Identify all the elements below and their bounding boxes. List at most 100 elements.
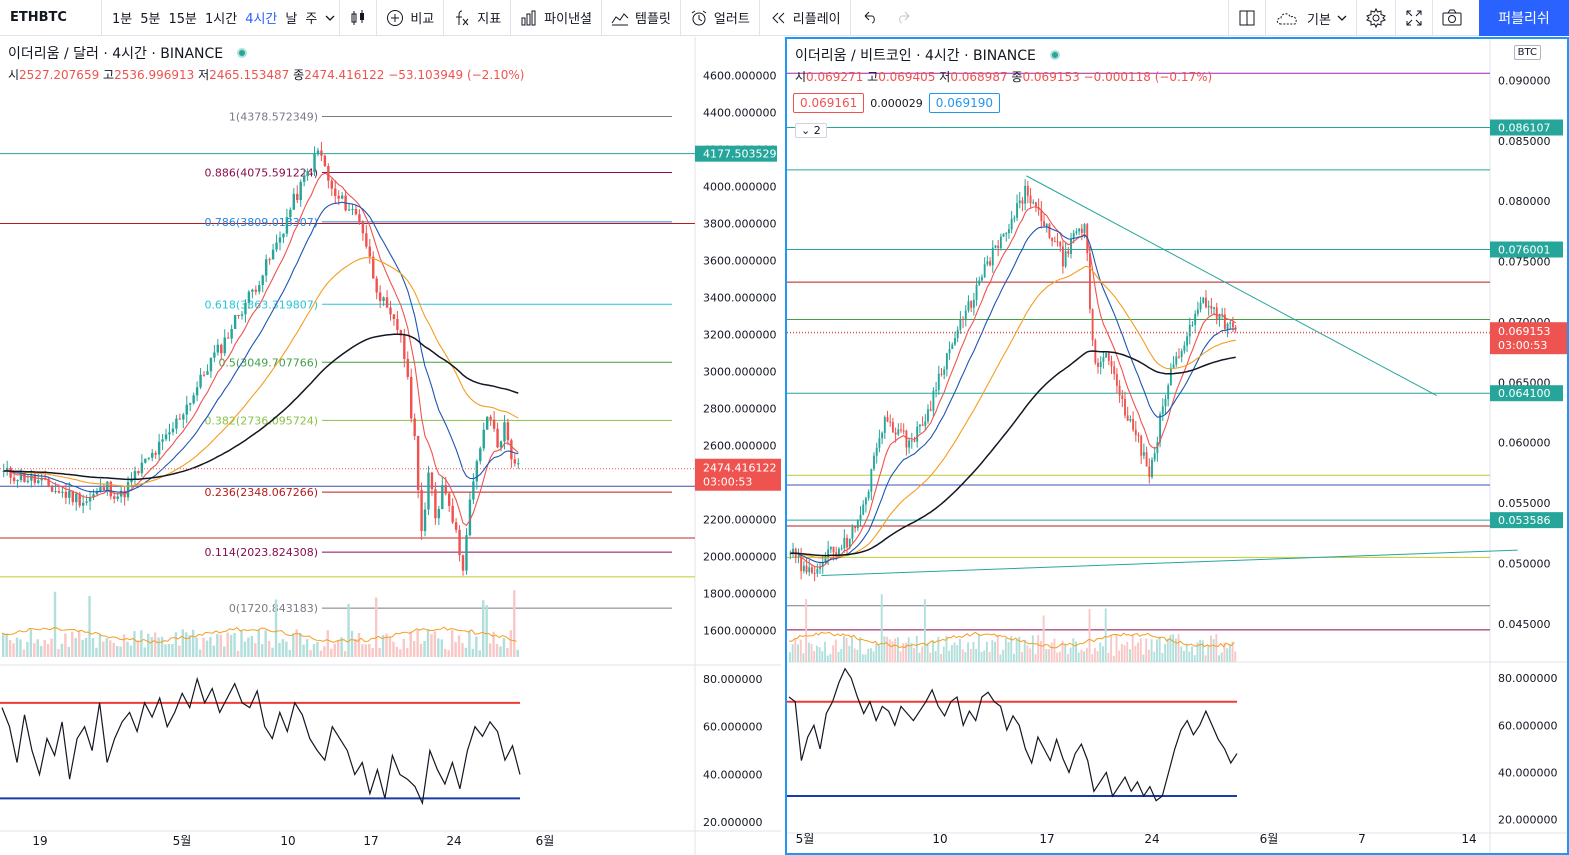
volume-bar: [478, 650, 481, 657]
interval-dropdown-icon[interactable]: [321, 0, 339, 36]
currency-badge[interactable]: BTC: [1513, 45, 1541, 60]
layout-button[interactable]: [1229, 0, 1265, 36]
interval-week[interactable]: 주: [305, 12, 318, 27]
volume-bar: [1137, 642, 1140, 662]
volume-bar: [257, 629, 260, 657]
level-price-label: 4177.503529: [703, 148, 776, 161]
rsi-tick-label: 60.000000: [703, 721, 763, 734]
fib-level-label: 0.236(2348.067266): [204, 486, 318, 499]
alert-button[interactable]: 얼러트: [681, 0, 759, 36]
volume-bar: [1002, 649, 1005, 662]
volume-bar: [975, 648, 978, 662]
indicators-button[interactable]: 지표: [444, 0, 510, 36]
volume-bar: [516, 649, 519, 657]
buy-button[interactable]: 0.069190: [928, 93, 1001, 113]
candle-body: [886, 417, 889, 422]
volume-bar: [167, 643, 171, 657]
candle-body: [289, 209, 292, 218]
candle-body: [1040, 209, 1043, 222]
candle-body: [513, 459, 517, 464]
candle-body: [1199, 302, 1202, 310]
candle-body: [389, 307, 392, 315]
rsi-tick-label: 80.000000: [1498, 672, 1558, 685]
candle-body: [1223, 314, 1226, 330]
volume-bar: [1134, 645, 1137, 662]
candle-body: [1053, 241, 1056, 243]
candle-body: [133, 471, 137, 480]
candle-body: [929, 409, 932, 411]
left-legend: 이더리움 / 달러 · 4시간 · BINANCE 시2527.207659 고…: [8, 43, 525, 83]
volume-bar: [1045, 648, 1048, 662]
candle-body: [168, 432, 171, 435]
volume-bar: [340, 637, 343, 657]
volume-bar: [178, 645, 181, 657]
interval-5m[interactable]: 5분: [140, 12, 161, 27]
undo-button[interactable]: [851, 0, 887, 36]
candle-body: [1115, 374, 1118, 386]
sell-button[interactable]: 0.069161: [793, 93, 865, 113]
templates-button[interactable]: 템플릿: [602, 0, 680, 36]
candle-body: [964, 310, 967, 321]
candle-body: [489, 416, 492, 420]
candle-body: [954, 338, 956, 345]
volume-bar: [513, 590, 516, 657]
interval-1h[interactable]: 1시간: [204, 12, 238, 27]
price-tick-label: 1600.000000: [703, 625, 776, 638]
chart-pane-right[interactable]: 0.0900000.0850000.0800000.0750000.070000…: [785, 37, 1569, 855]
interval-day[interactable]: 날: [285, 12, 298, 27]
candle-body: [396, 319, 399, 330]
compare-button[interactable]: 비교: [377, 0, 443, 36]
volume-bar: [948, 650, 951, 662]
compare-label: 비교: [410, 12, 435, 27]
volume-bar: [461, 643, 464, 657]
interval-4h[interactable]: 4시간: [245, 12, 278, 27]
candle-body: [1018, 200, 1021, 204]
candle-body: [410, 376, 413, 419]
redo-button[interactable]: [887, 0, 923, 36]
level-price-label: 0.053586: [1498, 514, 1551, 527]
interval-1m[interactable]: 1분: [112, 12, 133, 27]
volume-bar: [160, 636, 164, 657]
bid-ask: 0.069161 0.000029 0.069190: [793, 93, 1001, 113]
volume-bar: [471, 648, 475, 657]
level-price-label: 0.064100: [1498, 387, 1551, 400]
candle-body: [1218, 314, 1221, 320]
candle-body: [959, 318, 962, 330]
candle-body: [33, 474, 37, 483]
candle-body: [900, 429, 902, 431]
volume-bar: [883, 636, 886, 662]
volume-bar: [402, 638, 406, 657]
rsi-tick-label: 20.000000: [1498, 814, 1558, 827]
settings-button[interactable]: [1357, 0, 1395, 36]
volume-bar: [1069, 647, 1072, 662]
volume-bar: [278, 642, 281, 657]
indicator-collapse-button[interactable]: ⌄ 2: [795, 123, 827, 138]
eth-btc-chart[interactable]: 0.0900000.0850000.0800000.0750000.070000…: [787, 39, 1567, 853]
snapshot-button[interactable]: [1433, 0, 1471, 36]
volume-bar: [305, 639, 309, 657]
candle-body: [840, 548, 843, 550]
candle-body: [916, 426, 919, 442]
volume-bar: [1161, 653, 1164, 662]
volume-bar: [926, 643, 929, 662]
publish-button[interactable]: 퍼블리쉬: [1479, 0, 1569, 36]
volume-bar: [468, 630, 471, 657]
redo-icon: [896, 9, 914, 27]
candle-body: [216, 344, 220, 353]
volume-bar: [886, 636, 889, 662]
chart-pane-left[interactable]: 4600.0000004400.0000004200.0000004000.00…: [0, 37, 781, 855]
volume-bar: [945, 635, 948, 662]
candle-body: [894, 432, 897, 435]
financials-button[interactable]: 파이낸셜: [511, 0, 601, 36]
fullscreen-button[interactable]: [1396, 0, 1432, 36]
replay-button[interactable]: 리플레이: [760, 0, 850, 36]
volume-bar: [1223, 642, 1226, 662]
symbol-search-button[interactable]: ETHBTC: [0, 0, 102, 36]
save-layout-button[interactable]: 기본: [1266, 0, 1356, 36]
volume-bar: [969, 649, 972, 662]
eth-usd-chart[interactable]: 4600.0000004400.0000004200.0000004000.00…: [0, 37, 781, 855]
candle-body: [137, 471, 140, 474]
interval-15m[interactable]: 15분: [168, 12, 197, 27]
candle-type-button[interactable]: [340, 0, 376, 36]
volume-bar: [433, 631, 437, 657]
